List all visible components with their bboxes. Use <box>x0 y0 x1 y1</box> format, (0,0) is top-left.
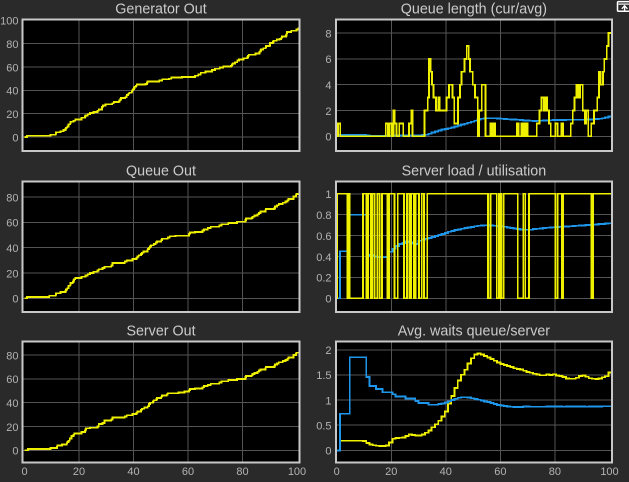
svg-text:Queue length (cur/avg): Queue length (cur/avg) <box>401 2 547 18</box>
svg-text:80: 80 <box>6 350 18 362</box>
svg-text:0: 0 <box>325 294 331 306</box>
svg-text:20: 20 <box>385 466 397 478</box>
svg-text:0: 0 <box>334 466 340 478</box>
svg-text:80: 80 <box>236 466 248 478</box>
svg-text:1.5: 1.5 <box>316 370 331 382</box>
svg-text:0: 0 <box>21 466 27 478</box>
svg-text:20: 20 <box>73 466 85 478</box>
svg-text:60: 60 <box>182 466 194 478</box>
svg-text:Avg. waits queue/server: Avg. waits queue/server <box>398 324 551 340</box>
svg-text:8: 8 <box>325 28 331 40</box>
svg-text:80: 80 <box>549 466 561 478</box>
svg-text:20: 20 <box>6 268 18 280</box>
svg-text:Server load / utilisation: Server load / utilisation <box>402 164 547 180</box>
svg-text:0: 0 <box>325 132 331 144</box>
svg-text:100: 100 <box>600 466 618 478</box>
svg-text:100: 100 <box>0 16 18 28</box>
svg-text:20: 20 <box>6 422 18 434</box>
svg-text:60: 60 <box>6 374 18 386</box>
svg-text:0.5: 0.5 <box>316 421 331 433</box>
svg-text:0: 0 <box>12 294 18 306</box>
svg-text:0.8: 0.8 <box>316 210 331 222</box>
svg-text:40: 40 <box>6 398 18 410</box>
svg-text:40: 40 <box>127 466 139 478</box>
svg-text:60: 60 <box>494 466 506 478</box>
svg-text:0.4: 0.4 <box>316 252 331 264</box>
svg-text:6: 6 <box>325 54 331 66</box>
svg-text:0: 0 <box>325 446 331 458</box>
svg-text:Queue Out: Queue Out <box>126 164 196 180</box>
svg-text:0: 0 <box>12 132 18 144</box>
svg-text:60: 60 <box>6 62 18 74</box>
svg-text:2: 2 <box>325 345 331 357</box>
svg-text:20: 20 <box>6 109 18 121</box>
svg-text:40: 40 <box>440 466 452 478</box>
svg-text:80: 80 <box>6 192 18 204</box>
svg-text:100: 100 <box>288 466 306 478</box>
svg-text:0.2: 0.2 <box>316 273 331 285</box>
svg-text:1: 1 <box>325 395 331 407</box>
svg-text:40: 40 <box>6 243 18 255</box>
svg-text:Server Out: Server Out <box>126 324 195 340</box>
svg-text:80: 80 <box>6 39 18 51</box>
svg-text:0: 0 <box>12 446 18 458</box>
svg-text:1: 1 <box>325 189 331 201</box>
svg-text:2: 2 <box>325 106 331 118</box>
svg-text:0.6: 0.6 <box>316 231 331 243</box>
svg-text:Generator Out: Generator Out <box>115 2 206 18</box>
svg-text:40: 40 <box>6 86 18 98</box>
svg-text:4: 4 <box>325 80 331 92</box>
svg-text:60: 60 <box>6 218 18 230</box>
